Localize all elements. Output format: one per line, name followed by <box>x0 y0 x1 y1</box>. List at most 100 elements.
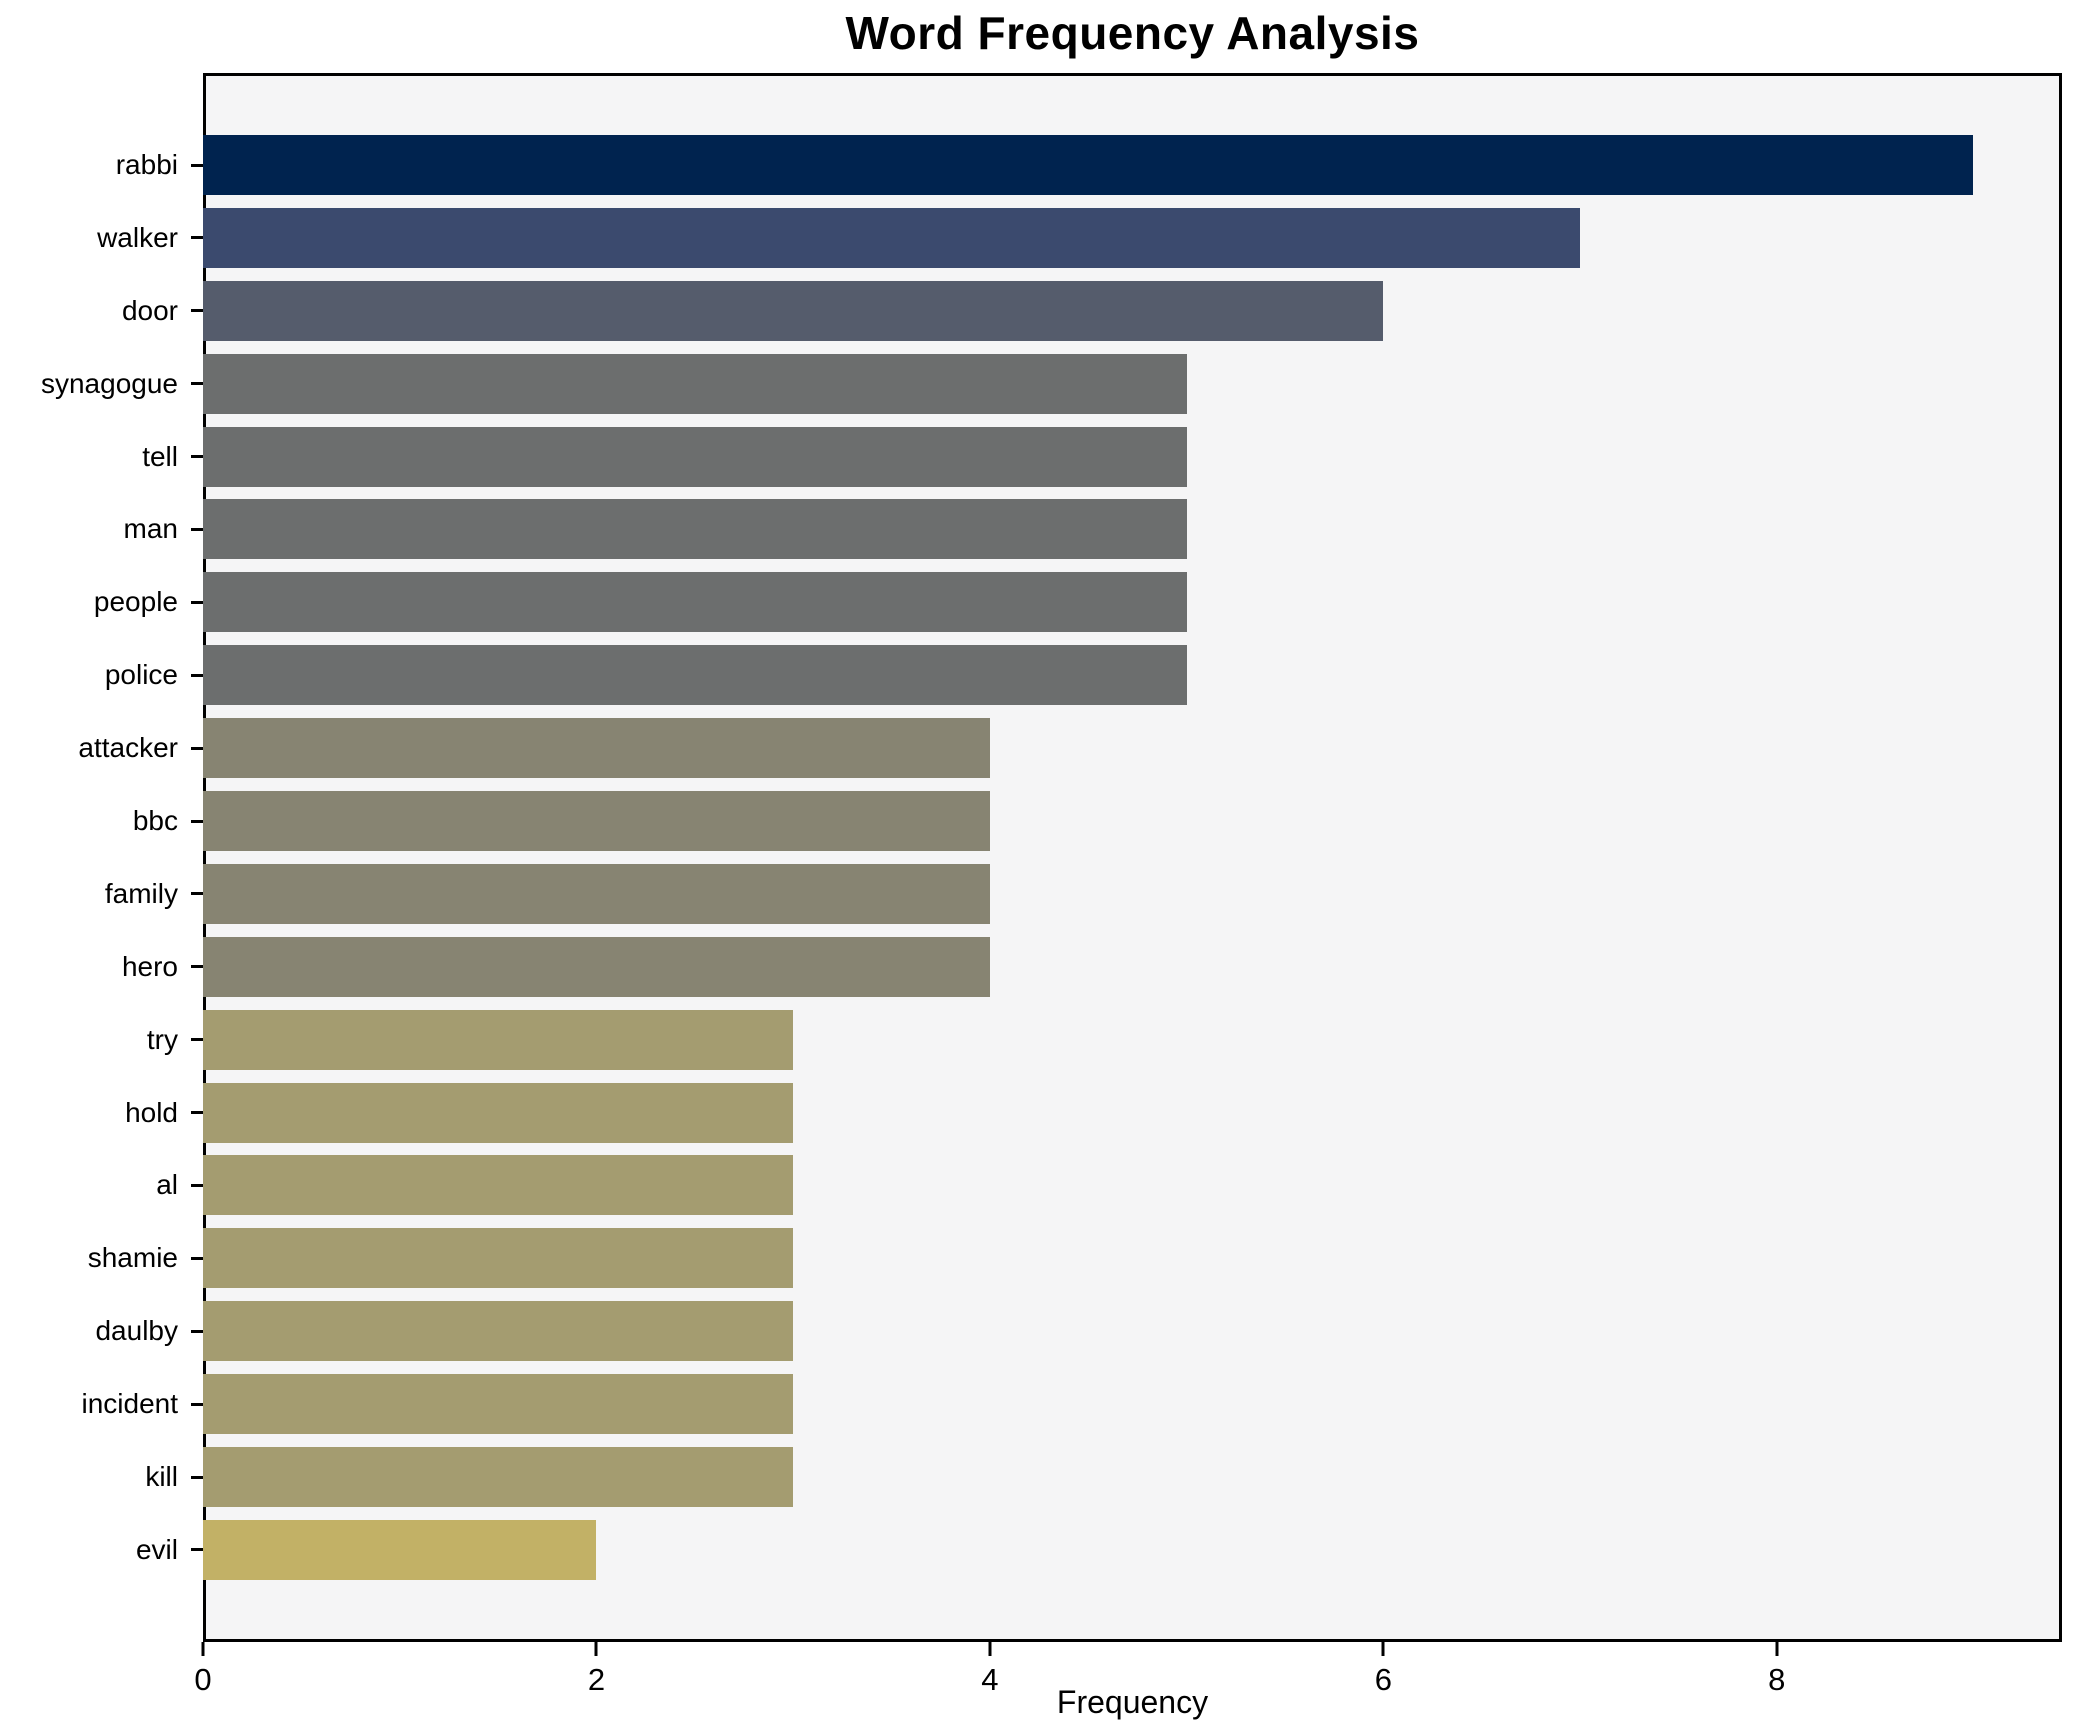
y-tick-label: family <box>104 877 178 909</box>
bar <box>203 1374 794 1435</box>
y-tick-mark <box>191 673 203 677</box>
bar <box>203 353 1187 414</box>
x-tick-mark <box>1775 1642 1779 1656</box>
y-tick-label: try <box>146 1023 178 1055</box>
y-tick-label: incident <box>81 1388 178 1420</box>
bar <box>203 1447 794 1508</box>
y-tick-label: hero <box>121 950 178 982</box>
y-tick-label: rabbi <box>115 149 178 180</box>
y-tick-label: walker <box>97 221 178 253</box>
y-tick-mark <box>191 1475 203 1479</box>
bar-track <box>203 1519 2062 1580</box>
bar <box>203 863 990 924</box>
chart-title: Word Frequency Analysis <box>845 7 1420 59</box>
bar <box>203 936 990 997</box>
bar-track <box>203 1155 2062 1216</box>
bar-rows: rabbi walker door synagogue tell ma <box>0 73 2062 1642</box>
bar-row: hold <box>0 1082 2062 1143</box>
bar <box>203 426 1187 487</box>
x-tick-mark <box>201 1642 205 1656</box>
y-tick-label: tell <box>142 440 178 472</box>
bar-row: hero <box>0 936 2062 997</box>
bar-row: incident <box>0 1374 2062 1435</box>
bar-row: evil <box>0 1519 2062 1580</box>
x-tick-label: 4 <box>981 1662 999 1697</box>
x-axis-title: Frequency <box>1056 1684 1209 1720</box>
bar-track <box>203 1082 2062 1143</box>
y-tick-label: shamie <box>87 1242 178 1274</box>
bar <box>203 1519 597 1580</box>
bar-track <box>203 1009 2062 1070</box>
y-tick-label: synagogue <box>40 367 178 399</box>
bar-track <box>203 863 2062 924</box>
bar-row: bbc <box>0 791 2062 852</box>
bar-track <box>203 718 2062 779</box>
bar-row: tell <box>0 426 2062 487</box>
x-tick-mark <box>594 1642 598 1656</box>
bar-track <box>203 280 2062 341</box>
x-tick-mark <box>1381 1642 1385 1656</box>
bar-row: synagogue <box>0 353 2062 414</box>
bar <box>203 1228 794 1289</box>
y-tick-mark <box>191 965 203 969</box>
bar <box>203 135 1974 195</box>
y-tick-mark <box>191 819 203 823</box>
y-tick-mark <box>191 1038 203 1042</box>
x-tick-label: 0 <box>194 1662 212 1697</box>
y-tick-mark <box>191 1548 203 1552</box>
y-tick-label: people <box>93 586 178 618</box>
y-tick-mark <box>191 1256 203 1260</box>
bar-track <box>203 791 2062 852</box>
bar-row: shamie <box>0 1228 2062 1289</box>
bar-track <box>203 1447 2062 1508</box>
x-tick-label: 2 <box>587 1662 606 1697</box>
bar <box>203 280 1384 341</box>
y-tick-label: al <box>156 1169 178 1201</box>
bar-row: al <box>0 1155 2062 1216</box>
bar-track <box>203 135 2062 195</box>
bar <box>203 718 990 779</box>
y-tick-mark <box>191 309 203 313</box>
bar-track <box>203 1301 2062 1362</box>
bar <box>203 645 1187 706</box>
y-tick-label: door <box>121 294 178 326</box>
bar-track <box>203 572 2062 633</box>
bar-row: kill <box>0 1447 2062 1508</box>
y-tick-label: hold <box>125 1096 178 1128</box>
y-tick-mark <box>191 892 203 896</box>
y-tick-mark <box>191 1329 203 1333</box>
y-tick-mark <box>191 455 203 459</box>
bar-track <box>203 936 2062 997</box>
y-tick-mark <box>191 163 203 167</box>
y-tick-mark <box>191 1402 203 1406</box>
bar <box>203 1155 794 1216</box>
x-tick-label: 8 <box>1768 1662 1786 1697</box>
y-tick-label: daulby <box>95 1315 178 1347</box>
bar-track <box>203 207 2062 268</box>
bar <box>203 572 1187 633</box>
bar-row: walker <box>0 207 2062 268</box>
y-tick-mark <box>191 1111 203 1115</box>
bar-row: daulby <box>0 1301 2062 1362</box>
y-tick-label: evil <box>135 1533 178 1565</box>
bar-row: door <box>0 280 2062 341</box>
y-tick-label: bbc <box>132 805 178 837</box>
y-tick-mark <box>191 527 203 531</box>
bar <box>203 207 1581 268</box>
y-tick-mark <box>191 236 203 240</box>
bar-track <box>203 353 2062 414</box>
y-tick-mark <box>191 746 203 750</box>
bar-row: rabbi <box>0 135 2062 195</box>
y-tick-mark <box>191 1183 203 1187</box>
x-tick-label: 6 <box>1374 1662 1392 1697</box>
y-tick-label: police <box>104 659 178 691</box>
bar-row: man <box>0 499 2062 560</box>
y-tick-mark <box>191 600 203 604</box>
y-tick-mark <box>191 382 203 386</box>
bar-row: people <box>0 572 2062 633</box>
bar-track <box>203 645 2062 706</box>
y-tick-label: kill <box>145 1461 178 1493</box>
bar-row: attacker <box>0 718 2062 779</box>
bar-row: police <box>0 645 2062 706</box>
